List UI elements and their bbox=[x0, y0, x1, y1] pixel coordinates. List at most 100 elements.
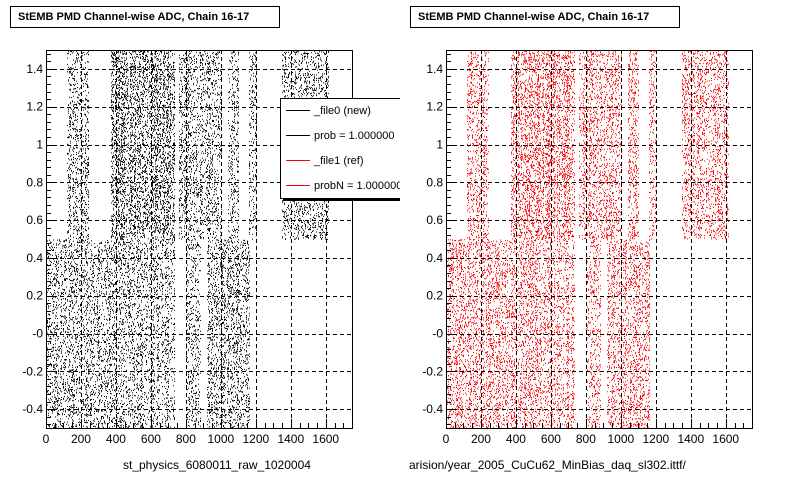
data-point-column bbox=[639, 245, 640, 428]
data-point-column bbox=[458, 240, 459, 428]
data-point-column bbox=[500, 239, 501, 418]
x-tick-label: 1400 bbox=[277, 432, 304, 446]
x-tick-label: 200 bbox=[71, 432, 91, 446]
legend-box bbox=[280, 98, 400, 199]
data-point-column bbox=[528, 56, 529, 232]
data-point-column bbox=[476, 241, 477, 426]
data-point-column bbox=[611, 64, 612, 240]
legend-entry-label: _file1 (ref) bbox=[313, 155, 364, 167]
x-tick-label: 800 bbox=[576, 432, 596, 446]
data-point-column bbox=[526, 50, 527, 239]
data-point-column bbox=[620, 66, 621, 232]
data-point-column bbox=[618, 243, 619, 425]
data-point-column bbox=[564, 56, 565, 239]
data-point-column bbox=[649, 50, 650, 238]
data-point-column bbox=[542, 52, 543, 239]
data-point-column bbox=[208, 56, 209, 240]
data-point-column bbox=[118, 242, 119, 427]
data-point-column bbox=[539, 55, 540, 239]
data-point-column bbox=[521, 241, 522, 408]
data-point-column bbox=[635, 244, 636, 426]
data-band bbox=[186, 239, 201, 427]
data-point-column bbox=[518, 51, 519, 236]
data-point-column bbox=[169, 267, 170, 418]
data-point-column bbox=[628, 64, 629, 237]
data-point-column bbox=[207, 52, 208, 235]
data-point-column bbox=[594, 60, 595, 240]
data-point-column bbox=[160, 50, 161, 233]
data-point-column bbox=[188, 54, 189, 240]
data-point-column bbox=[209, 50, 210, 232]
data-point-column bbox=[149, 63, 150, 232]
y-tick-label: 0.2 bbox=[26, 289, 43, 303]
data-point-column bbox=[546, 241, 547, 423]
data-point-column bbox=[83, 52, 84, 238]
data-point-column bbox=[157, 53, 158, 238]
data-point-column bbox=[73, 240, 74, 428]
data-point-column bbox=[703, 62, 704, 215]
data-point-column bbox=[162, 71, 163, 235]
data-point-column bbox=[125, 53, 126, 223]
data-point-column bbox=[561, 57, 562, 239]
data-point-column bbox=[206, 55, 207, 227]
x-tick-label: 1400 bbox=[677, 432, 704, 446]
data-point-column bbox=[230, 248, 231, 425]
data-point-column bbox=[610, 56, 611, 236]
data-point-column bbox=[251, 59, 252, 224]
data-point-column bbox=[563, 54, 564, 236]
data-point-column bbox=[70, 245, 71, 415]
data-point-column bbox=[538, 246, 539, 424]
data-band bbox=[207, 239, 250, 429]
data-point-column bbox=[184, 58, 185, 238]
data-point-column bbox=[312, 62, 313, 232]
data-point-column bbox=[156, 50, 157, 240]
data-point-column bbox=[520, 70, 521, 238]
data-point-column bbox=[479, 249, 480, 427]
data-point-column bbox=[137, 54, 138, 238]
x-tick-label: 1600 bbox=[312, 432, 339, 446]
data-point-column bbox=[220, 69, 221, 239]
data-point-column bbox=[132, 51, 133, 236]
data-point-column bbox=[122, 245, 123, 421]
x-tick-label: 200 bbox=[471, 432, 491, 446]
ticks bbox=[446, 54, 744, 428]
data-point-column bbox=[201, 55, 202, 239]
data-point-column bbox=[212, 240, 213, 421]
data-point-column bbox=[138, 241, 139, 425]
data-point-column bbox=[92, 254, 93, 425]
data-point-column bbox=[617, 240, 618, 424]
data-point-column bbox=[630, 50, 631, 239]
data-point-column bbox=[125, 243, 126, 424]
data-point-column bbox=[223, 243, 224, 428]
data-point-column bbox=[467, 61, 468, 239]
data-point-column bbox=[237, 241, 238, 426]
y-tick-label: 1 bbox=[436, 138, 443, 152]
data-point-column bbox=[209, 239, 210, 428]
y-tick-label: -0.4 bbox=[22, 402, 43, 416]
data-point-column bbox=[90, 249, 91, 425]
data-point-column bbox=[704, 57, 705, 239]
data-point-column bbox=[249, 251, 250, 421]
data-point-column bbox=[530, 53, 531, 234]
data-point-column bbox=[149, 242, 150, 413]
data-point-column bbox=[145, 243, 146, 424]
data-point-column bbox=[619, 62, 620, 231]
data-point-column bbox=[514, 240, 515, 428]
data-point-column bbox=[83, 240, 84, 427]
data-point-column bbox=[140, 50, 141, 238]
data-point-column bbox=[475, 51, 476, 232]
data-point-column bbox=[602, 53, 603, 238]
y-tick-label: -0.4 bbox=[422, 402, 443, 416]
data-point-column bbox=[196, 245, 197, 422]
data-point-column bbox=[599, 55, 600, 226]
data-point-column bbox=[613, 51, 614, 237]
x-tick-label: 400 bbox=[506, 432, 526, 446]
data-point-column bbox=[487, 242, 488, 428]
legend: _file0 (new) prob = 1.000000 _file1 (ref) p… bbox=[280, 98, 400, 201]
data-point-column bbox=[683, 55, 684, 231]
data-point-column bbox=[314, 50, 315, 239]
data-point-column bbox=[141, 250, 142, 429]
data-point-column bbox=[694, 53, 695, 236]
data-point-column bbox=[231, 52, 232, 240]
data-point-column bbox=[537, 51, 538, 239]
